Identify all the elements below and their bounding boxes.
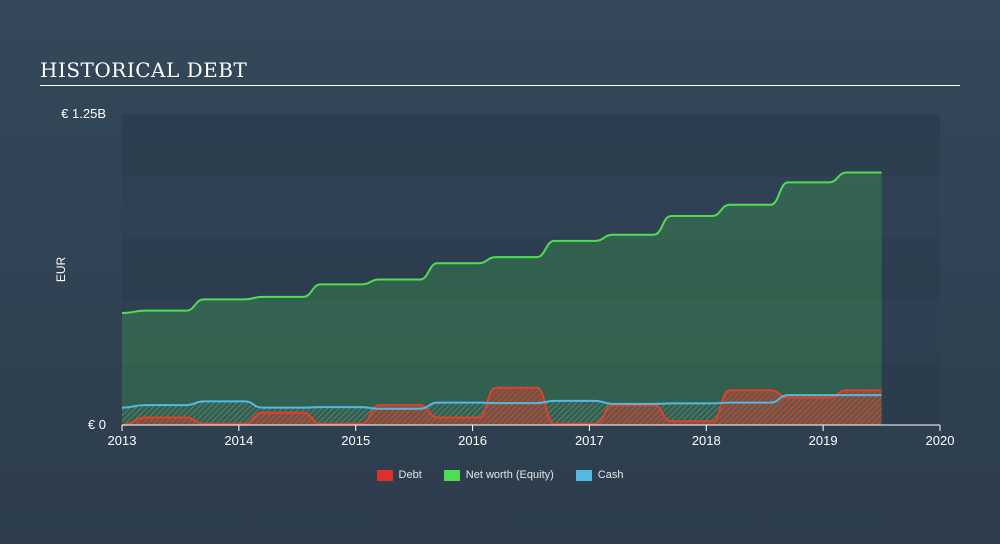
legend-item-cash[interactable]: Cash — [575, 469, 624, 481]
x-tick-label: 2018 — [692, 433, 721, 448]
series-lines — [121, 171, 882, 426]
debt-line — [121, 386, 882, 426]
plot-band — [122, 300, 940, 363]
plot-background — [122, 114, 940, 425]
plot-band — [122, 176, 940, 239]
legend: Debt Net worth (Equity) Cash — [0, 469, 1000, 481]
legend-label-debt: Debt — [398, 469, 422, 481]
x-tick-label: 2016 — [458, 433, 487, 448]
debt-area — [122, 387, 882, 425]
x-tick-label: 2015 — [341, 433, 370, 448]
plot-band — [122, 114, 940, 177]
x-tick-label: 2020 — [926, 433, 955, 448]
cash-line — [121, 394, 882, 410]
plot-band — [122, 238, 940, 301]
legend-label-equity: Net worth (Equity) — [465, 469, 554, 481]
x-tick-label: 2014 — [224, 433, 253, 448]
legend-swatch-cash — [575, 469, 592, 481]
legend-item-debt[interactable]: Debt — [376, 469, 422, 481]
legend-item-equity[interactable]: Net worth (Equity) — [443, 469, 554, 481]
equity-area — [122, 172, 882, 425]
legend-swatch-equity — [443, 469, 460, 481]
y-tick-label: € 0 — [88, 417, 106, 432]
y-axis-label: EUR — [54, 257, 68, 283]
x-tick-label: 2019 — [809, 433, 838, 448]
legend-swatch-debt — [376, 469, 393, 481]
chart-title: HISTORICAL DEBT — [40, 58, 248, 82]
equity-line — [121, 171, 882, 314]
x-tick-label: 2017 — [575, 433, 604, 448]
axes: 2013 2014 2015 2016 2017 2018 2019 2020 € 0 € 1.2… — [54, 106, 954, 448]
x-tick-label: 2013 — [108, 433, 137, 448]
legend-label-cash: Cash — [597, 469, 624, 481]
y-tick-label: € 1.25B — [61, 106, 106, 121]
title-underline — [40, 85, 960, 86]
